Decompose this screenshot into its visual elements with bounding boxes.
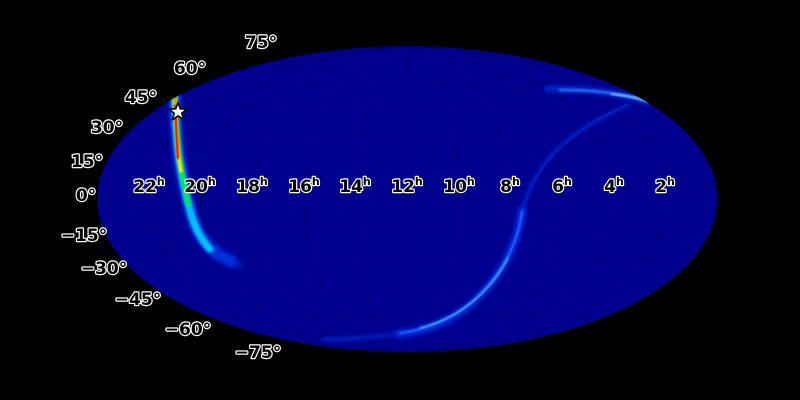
dec-tick-label: 60° <box>174 59 206 79</box>
dec-tick-label: −60° <box>165 320 211 340</box>
dec-tick-label: 15° <box>71 152 103 172</box>
dec-tick-label: 75° <box>245 33 277 53</box>
ra-gridline <box>354 46 460 352</box>
ra-gridline <box>148 46 666 352</box>
stripe-tail <box>210 250 244 269</box>
ra-tick-label: 14h <box>339 175 371 197</box>
ra-gridline <box>251 46 563 352</box>
ra-gridline <box>303 46 511 352</box>
dec-tick-label: −75° <box>235 343 281 363</box>
dec-tick-label: −30° <box>81 259 127 279</box>
ring-upper-core <box>521 104 629 214</box>
ra-tick-label: 16h <box>288 175 320 197</box>
probability-region <box>168 74 651 342</box>
dec-tick-label: −15° <box>61 226 107 246</box>
event-star-marker <box>168 101 188 121</box>
ring-tail-end <box>318 336 362 342</box>
dec-tick-label: 0° <box>76 186 96 206</box>
ra-gridline <box>199 46 615 352</box>
ring-lower-hot <box>419 257 509 329</box>
dec-tick-label: 45° <box>125 88 157 108</box>
dec-tick-label: −45° <box>115 290 161 310</box>
dec-tick-label: 30° <box>91 118 123 138</box>
